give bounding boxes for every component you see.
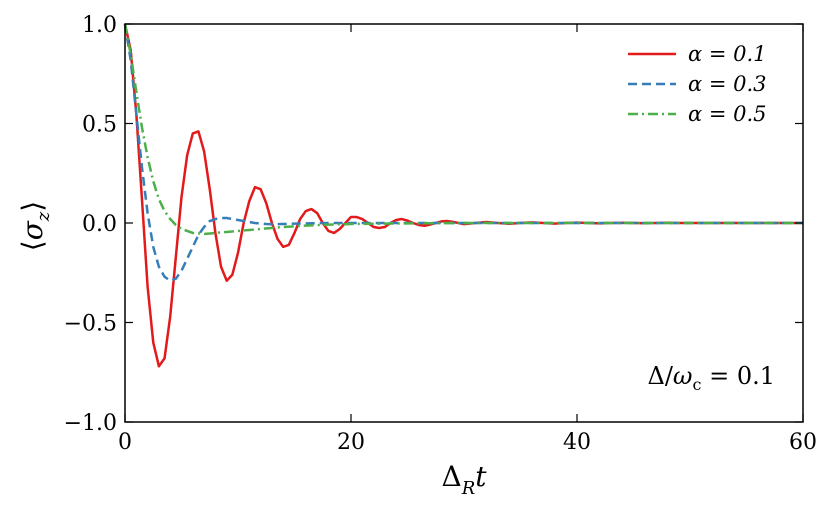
y-tick-label: −0.5 [64, 312, 117, 337]
y-tick-label: 0.0 [82, 212, 117, 237]
svg-text:⟨σz⟩: ⟨σz⟩ [16, 201, 54, 251]
svg-text:ΔRt: ΔRt [441, 460, 487, 499]
x-tick-label: 60 [789, 430, 817, 455]
svg-text:Δ/ωc = 0.1: Δ/ωc = 0.1 [647, 362, 775, 394]
annotation-delta-omega: Δ/ωc = 0.1 [647, 362, 775, 394]
legend-label: α = 0.1 [688, 42, 767, 66]
series-line-3 [123, 23, 803, 236]
legend-label: α = 0.3 [688, 72, 767, 96]
x-tick-label: 20 [337, 430, 365, 455]
y-tick-label: 0.5 [82, 113, 117, 138]
x-axis-label: ΔRt [441, 460, 487, 499]
series-layer [123, 23, 803, 368]
legend: α = 0.1 α = 0.3 α = 0.5 [628, 42, 767, 126]
legend-label: α = 0.5 [688, 102, 767, 126]
y-tick-label: −1.0 [64, 411, 117, 436]
x-tick-label: 40 [563, 430, 591, 455]
tick-layer: 0 20 40 60 −1.0 −0.5 0.0 0.5 1.0 [64, 13, 817, 455]
x-tick-label: 0 [118, 430, 132, 455]
y-tick-label: 1.0 [82, 13, 117, 38]
y-axis-label: ⟨σz⟩ [16, 201, 54, 251]
